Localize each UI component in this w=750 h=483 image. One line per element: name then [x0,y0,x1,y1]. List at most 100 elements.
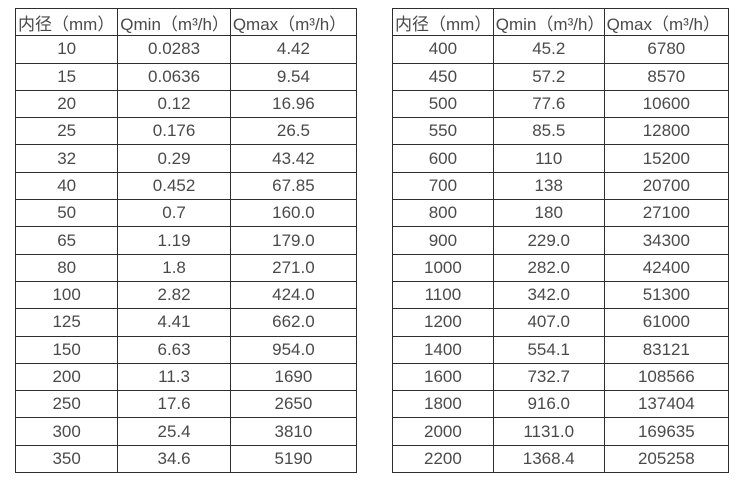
table-cell: 0.12 [117,89,231,119]
table-cell: 16.96 [229,89,358,119]
table-cell: 342.0 [492,280,605,310]
table-cell: 42400 [603,253,730,282]
table-row: 900 229.0 34300 [392,226,730,255]
table-cell: 34.6 [117,444,231,474]
table-cell: 138 [492,171,605,201]
table-cell: 4.41 [117,308,231,337]
table-cell: 20 [14,89,119,119]
table-cell: 300 [14,417,119,446]
table-row: 50 0.7 160.0 [14,199,358,228]
table-cell: 1.19 [117,226,231,255]
table-cell: 1800 [392,390,494,419]
table-cell: 179.0 [229,226,358,255]
table-cell: 2650 [229,390,358,419]
table-cell: 0.0636 [117,62,231,91]
table-cell: 17.6 [117,390,231,419]
table-cell: 61000 [603,308,730,337]
table-row: 1100 342.0 51300 [392,280,730,310]
column-header: Qmax（m³/h） [229,7,358,37]
table-cell: 108566 [603,362,730,392]
table-cell: 12800 [603,117,730,146]
table-cell: 150 [14,335,119,364]
table-row: 65 1.19 179.0 [14,226,358,255]
table-row: 500 77.6 10600 [392,89,730,119]
table-cell: 0.29 [117,144,231,173]
table-cell: 0.452 [117,171,231,201]
column-header: Qmin（m³/h） [492,7,605,37]
table-cell: 180 [492,199,605,228]
table-cell: 500 [392,89,494,119]
table-cell: 10600 [603,89,730,119]
table-cell: 229.0 [492,226,605,255]
table-cell: 400 [392,35,494,64]
table-cell: 1600 [392,362,494,392]
table-cell: 1100 [392,280,494,310]
table-cell: 350 [14,444,119,474]
table-cell: 550 [392,117,494,146]
table-cell: 125 [14,308,119,337]
table-row: 1400 554.1 83121 [392,335,730,364]
table-cell: 11.3 [117,362,231,392]
table-cell: 160.0 [229,199,358,228]
table-cell: 800 [392,199,494,228]
table-cell: 25.4 [117,417,231,446]
table-row: 200 11.3 1690 [14,362,358,392]
table-cell: 732.7 [492,362,605,392]
table-row: 10 0.0283 4.42 [14,35,358,64]
table-row: 1000 282.0 42400 [392,253,730,282]
table-cell: 1200 [392,308,494,337]
table-row: 100 2.82 424.0 [14,280,358,310]
table-row: 40 0.452 67.85 [14,171,358,201]
table-cell: 110 [492,144,605,173]
table-cell: 85.5 [492,117,605,146]
table-cell: 6780 [603,35,730,64]
table-row: 600 110 15200 [392,144,730,173]
table-cell: 954.0 [229,335,358,364]
table-cell: 2000 [392,417,494,446]
table-row: 20 0.12 16.96 [14,89,358,119]
table-cell: 1000 [392,253,494,282]
table-cell: 6.63 [117,335,231,364]
table-cell: 1131.0 [492,417,605,446]
table-cell: 424.0 [229,280,358,310]
table-cell: 15200 [603,144,730,173]
table-cell: 15 [14,62,119,91]
table-cell: 27100 [603,199,730,228]
table-cell: 137404 [603,390,730,419]
table-row: 1800 916.0 137404 [392,390,730,419]
table-cell: 200 [14,362,119,392]
flow-table-large-diameters: 内径（mm） Qmin（m³/h） Qmax（m³/h） 400 45.2 6780 450… [392,7,730,474]
table-row: 32 0.29 43.42 [14,144,358,173]
table-cell: 34300 [603,226,730,255]
table-row: 125 4.41 662.0 [14,308,358,337]
table-cell: 83121 [603,335,730,364]
table-cell: 51300 [603,280,730,310]
flow-table-small-diameters: 内径（mm） Qmin（m³/h） Qmax（m³/h） 10 0.0283 4.42 15… [14,7,358,474]
table-cell: 25 [14,117,119,146]
table-cell: 20700 [603,171,730,201]
table-cell: 77.6 [492,89,605,119]
table-row: 80 1.8 271.0 [14,253,358,282]
table-row: 2200 1368.4 205258 [392,444,730,474]
table-cell: 1368.4 [492,444,605,474]
flow-rate-tables-page: 内径（mm） Qmin（m³/h） Qmax（m³/h） 10 0.0283 4.42 15… [14,7,730,474]
table-cell: 4.42 [229,35,358,64]
table-cell: 10 [14,35,119,64]
table-cell: 26.5 [229,117,358,146]
table-row: 1600 732.7 108566 [392,362,730,392]
table-cell: 67.85 [229,171,358,201]
column-header: 内径（mm） [392,7,494,37]
table-cell: 100 [14,280,119,310]
table-cell: 271.0 [229,253,358,282]
table-row: 2000 1131.0 169635 [392,417,730,446]
table-cell: 1.8 [117,253,231,282]
table-cell: 662.0 [229,308,358,337]
table-cell: 57.2 [492,62,605,91]
table-cell: 3810 [229,417,358,446]
table-cell: 2200 [392,444,494,474]
table-cell: 1400 [392,335,494,364]
table-cell: 900 [392,226,494,255]
table-cell: 0.176 [117,117,231,146]
header-row: 内径（mm） Qmin（m³/h） Qmax（m³/h） [14,7,358,37]
table-cell: 169635 [603,417,730,446]
